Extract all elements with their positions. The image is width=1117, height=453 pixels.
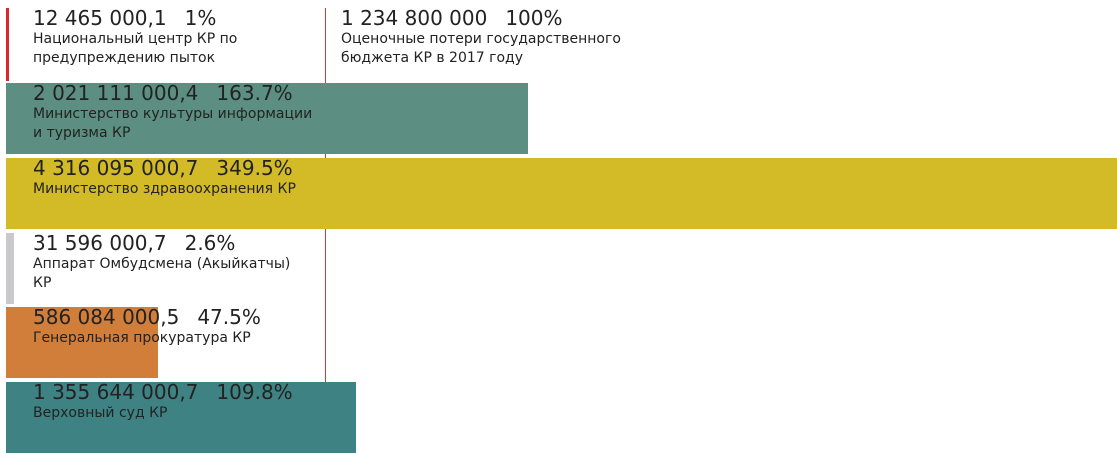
bar-value: 1 355 644 000,7 xyxy=(33,380,199,404)
bar-label-4: 31 596 000,7 2.6% Аппарат Омбудсмена (Акый… xyxy=(33,231,313,293)
bar-1 xyxy=(6,8,9,81)
bar-value-row: 2 021 111 000,4 163.7% xyxy=(33,81,313,105)
bar-category: Генеральная прокуратура КР xyxy=(33,330,251,346)
bar-category: Аппарат Омбудсмена (Акыйкатчы) КР xyxy=(33,256,291,291)
bar-label-1: 12 465 000,1 1% Национальный центр КР по п… xyxy=(33,6,313,68)
bar-label-3: 4 316 095 000,7 349.5% Министерство здраво… xyxy=(33,156,296,199)
bar-value-row: 586 084 000,5 47.5% xyxy=(33,305,261,329)
reference-value: 1 234 800 000 xyxy=(341,6,488,30)
bar-2 xyxy=(6,83,529,154)
reference-line xyxy=(325,8,326,453)
bar-value-row: 31 596 000,7 2.6% xyxy=(33,231,313,255)
bar-percent: 47.5% xyxy=(197,305,261,329)
bar-label-6: 1 355 644 000,7 109.8% Верховный суд КР xyxy=(33,380,293,423)
reference-name: Оценочные потери государственного бюджет… xyxy=(341,31,621,66)
bar-category: Национальный центр КР по предупреждению … xyxy=(33,31,238,66)
bar-value-row: 12 465 000,1 1% xyxy=(33,6,313,30)
bar-value: 31 596 000,7 xyxy=(33,231,167,255)
bar-percent: 2.6% xyxy=(184,231,236,255)
bar-value: 2 021 111 000,4 xyxy=(33,81,199,105)
bar-6 xyxy=(6,382,357,453)
bar-value: 4 316 095 000,7 xyxy=(33,156,199,180)
bar-percent: 163.7% xyxy=(216,81,293,105)
reference-label: 1 234 800 000 100% Оценочные потери госуд… xyxy=(341,6,681,68)
bar-category: Верховный суд КР xyxy=(33,405,168,421)
bar-label-2: 2 021 111 000,4 163.7% Министерство культу… xyxy=(33,81,313,143)
bar-5 xyxy=(6,307,158,378)
bar-category: Министерство культуры информации и туриз… xyxy=(33,106,313,141)
bar-value-row: 1 355 644 000,7 109.8% xyxy=(33,380,293,404)
bar-percent: 109.8% xyxy=(216,380,293,404)
bar-3 xyxy=(6,158,1117,229)
bar-percent: 1% xyxy=(184,6,217,30)
bar-label-5: 586 084 000,5 47.5% Генеральная прокуратур… xyxy=(33,305,261,348)
reference-percent: 100% xyxy=(505,6,563,30)
reference-value-row: 1 234 800 000 100% xyxy=(341,6,681,30)
bar-value-row: 4 316 095 000,7 349.5% xyxy=(33,156,296,180)
bar-value: 12 465 000,1 xyxy=(33,6,167,30)
bar-value: 586 084 000,5 xyxy=(33,305,180,329)
bar-category: Министерство здравоохранения КР xyxy=(33,181,296,197)
bar-4 xyxy=(6,233,15,304)
bar-percent: 349.5% xyxy=(216,156,293,180)
